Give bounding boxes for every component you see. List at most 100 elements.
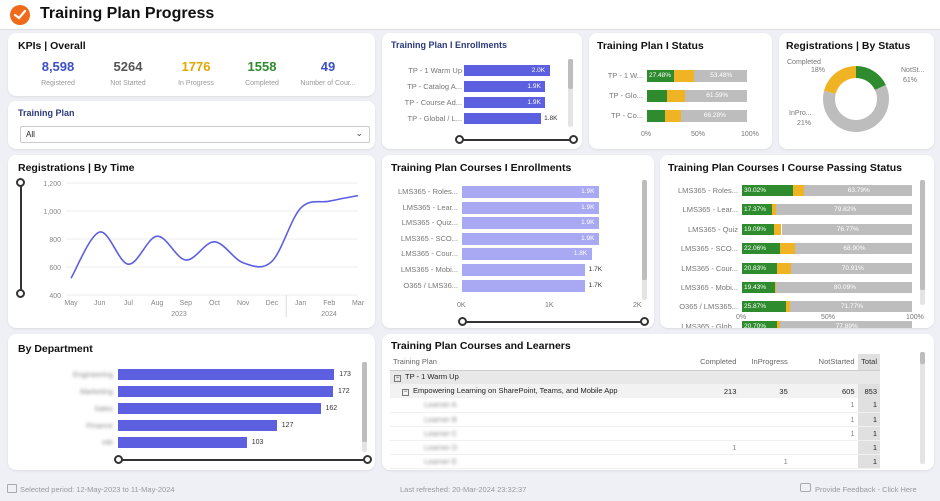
passing-completed-segment[interactable] bbox=[742, 301, 786, 313]
status-inprogress-segment[interactable] bbox=[665, 110, 681, 122]
column-header[interactable]: Training Plan bbox=[393, 357, 437, 367]
passing-notstarted-segment[interactable] bbox=[794, 243, 912, 255]
course-notstarted: 605 bbox=[842, 386, 855, 396]
table-course-row[interactable]: − Empowering Learning on SharePoint, Team… bbox=[390, 384, 880, 398]
table-row[interactable]: Learner E 1 1 bbox=[390, 454, 880, 468]
range-end-handle[interactable] bbox=[640, 317, 649, 326]
passing-inprogress-segment[interactable] bbox=[775, 282, 776, 293]
enrollment-value: 2.0K bbox=[531, 67, 546, 74]
passing-completed-segment[interactable] bbox=[742, 320, 778, 328]
passing-completed-segment[interactable] bbox=[742, 223, 775, 235]
course-enrollments-scrollbar[interactable] bbox=[642, 180, 647, 300]
passing-inprogress-segment[interactable] bbox=[785, 301, 790, 313]
donut-slice[interactable] bbox=[823, 84, 889, 132]
passing-inprogress-segment[interactable] bbox=[779, 243, 795, 255]
status-inprogress-segment[interactable] bbox=[667, 90, 686, 102]
department-bar[interactable] bbox=[118, 369, 335, 380]
enrollment-bar[interactable] bbox=[464, 113, 542, 124]
y-range-bottom-handle[interactable] bbox=[16, 289, 25, 298]
kpi-label: Not Started bbox=[110, 80, 146, 87]
passing-inprogress-segment[interactable] bbox=[774, 223, 782, 235]
passing-completed-segment[interactable] bbox=[742, 204, 772, 216]
status-notstarted-segment[interactable] bbox=[693, 70, 747, 82]
passing-notstarted-segment[interactable] bbox=[775, 282, 912, 293]
column-header[interactable]: NotStarted bbox=[818, 357, 855, 367]
department-bar[interactable] bbox=[118, 420, 277, 431]
passing-completed-segment[interactable] bbox=[742, 262, 778, 274]
passing-completed-label: 30.02% bbox=[744, 187, 767, 194]
passing-notstarted-label: 77.89% bbox=[835, 322, 858, 328]
range-start-handle[interactable] bbox=[458, 317, 467, 326]
enrollment-bar[interactable] bbox=[464, 97, 546, 108]
table-row[interactable]: Learner D 1 1 bbox=[390, 440, 880, 454]
status-notstarted-segment[interactable] bbox=[685, 90, 747, 102]
enrollment-bar[interactable] bbox=[464, 65, 550, 76]
course-enroll-bar[interactable] bbox=[462, 264, 585, 276]
status-completed-segment[interactable] bbox=[647, 70, 675, 82]
department-bar[interactable] bbox=[118, 403, 321, 414]
learner-notstarted: 1 bbox=[850, 400, 855, 410]
passing-notstarted-segment[interactable] bbox=[779, 320, 912, 328]
course-enroll-bar[interactable] bbox=[462, 279, 585, 292]
course-enroll-bar[interactable] bbox=[462, 217, 600, 230]
course-enroll-bar[interactable] bbox=[462, 248, 592, 261]
column-header[interactable]: Completed bbox=[700, 357, 737, 367]
enrollments-range-slider[interactable] bbox=[455, 135, 578, 144]
training-plan-dropdown[interactable]: All ⌄ bbox=[20, 126, 370, 143]
y-range-top-handle[interactable] bbox=[16, 178, 25, 187]
range-end-handle[interactable] bbox=[363, 455, 372, 464]
table-group-row[interactable]: − TP - 1 Warm Up bbox=[390, 370, 880, 384]
passing-notstarted-segment[interactable] bbox=[776, 204, 912, 216]
column-header[interactable]: InProgress bbox=[751, 357, 788, 367]
feedback-link[interactable]: Provide Feedback - Click Here bbox=[815, 485, 917, 494]
status-notstarted-segment[interactable] bbox=[680, 110, 747, 122]
enrollment-bar[interactable] bbox=[464, 81, 546, 92]
collapse-icon[interactable]: − bbox=[402, 389, 409, 396]
passing-inprogress-segment[interactable] bbox=[771, 204, 777, 216]
enrollment-row-label: TP - Global / L... bbox=[407, 114, 462, 123]
status-completed-segment[interactable] bbox=[647, 110, 665, 122]
passing-notstarted-segment[interactable] bbox=[789, 301, 912, 313]
department-bar[interactable] bbox=[118, 386, 333, 397]
range-end-handle[interactable] bbox=[569, 135, 578, 144]
course-enroll-bar[interactable] bbox=[462, 232, 600, 245]
passing-notstarted-segment[interactable] bbox=[791, 262, 912, 274]
learners-table-scrollbar[interactable] bbox=[920, 352, 925, 464]
passing-completed-segment[interactable] bbox=[742, 243, 780, 255]
status-inprogress-segment[interactable] bbox=[674, 70, 694, 82]
department-scrollbar[interactable] bbox=[362, 362, 367, 452]
time-y-range-slider[interactable] bbox=[16, 178, 25, 298]
passing-inprogress-segment[interactable] bbox=[793, 185, 804, 196]
department-range-slider[interactable] bbox=[114, 455, 372, 464]
collapse-icon[interactable]: − bbox=[394, 375, 401, 383]
course-enroll-axis-tick: 2K bbox=[633, 302, 642, 309]
passing-inprogress-segment[interactable] bbox=[777, 320, 780, 328]
course-passing-scrollbar[interactable] bbox=[920, 180, 925, 305]
range-start-handle[interactable] bbox=[455, 135, 464, 144]
donut-slice[interactable] bbox=[824, 66, 856, 94]
passing-completed-segment[interactable] bbox=[742, 185, 794, 196]
enrollments-scrollbar[interactable] bbox=[568, 59, 573, 127]
status-completed-segment[interactable] bbox=[647, 90, 667, 102]
x-axis-tick: Jun bbox=[94, 300, 105, 307]
donut-slice[interactable] bbox=[856, 66, 886, 91]
department-bar[interactable] bbox=[118, 437, 247, 448]
registrations-series-line[interactable] bbox=[70, 194, 359, 279]
course-enrollments-range-slider[interactable] bbox=[458, 317, 649, 326]
course-enroll-bar[interactable] bbox=[462, 186, 600, 198]
y-axis-tick: 400 bbox=[49, 293, 61, 300]
y-axis-tick: 600 bbox=[49, 265, 61, 272]
course-enroll-value: 1.7K bbox=[588, 281, 603, 289]
column-header[interactable]: Total bbox=[857, 354, 880, 370]
range-start-handle[interactable] bbox=[114, 455, 123, 464]
passing-notstarted-segment[interactable] bbox=[803, 185, 912, 196]
feedback-icon[interactable] bbox=[800, 483, 811, 492]
passing-completed-segment[interactable] bbox=[742, 282, 776, 293]
passing-completed-label: 22.06% bbox=[744, 245, 767, 253]
course-enroll-bar[interactable] bbox=[462, 201, 600, 214]
passing-inprogress-segment[interactable] bbox=[777, 262, 792, 274]
passing-notstarted-segment[interactable] bbox=[781, 223, 912, 235]
